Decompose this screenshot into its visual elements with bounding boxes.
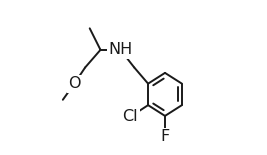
Text: F: F (160, 129, 170, 144)
Text: Cl: Cl (123, 109, 138, 124)
Text: NH: NH (108, 42, 133, 57)
Text: O: O (68, 76, 81, 91)
